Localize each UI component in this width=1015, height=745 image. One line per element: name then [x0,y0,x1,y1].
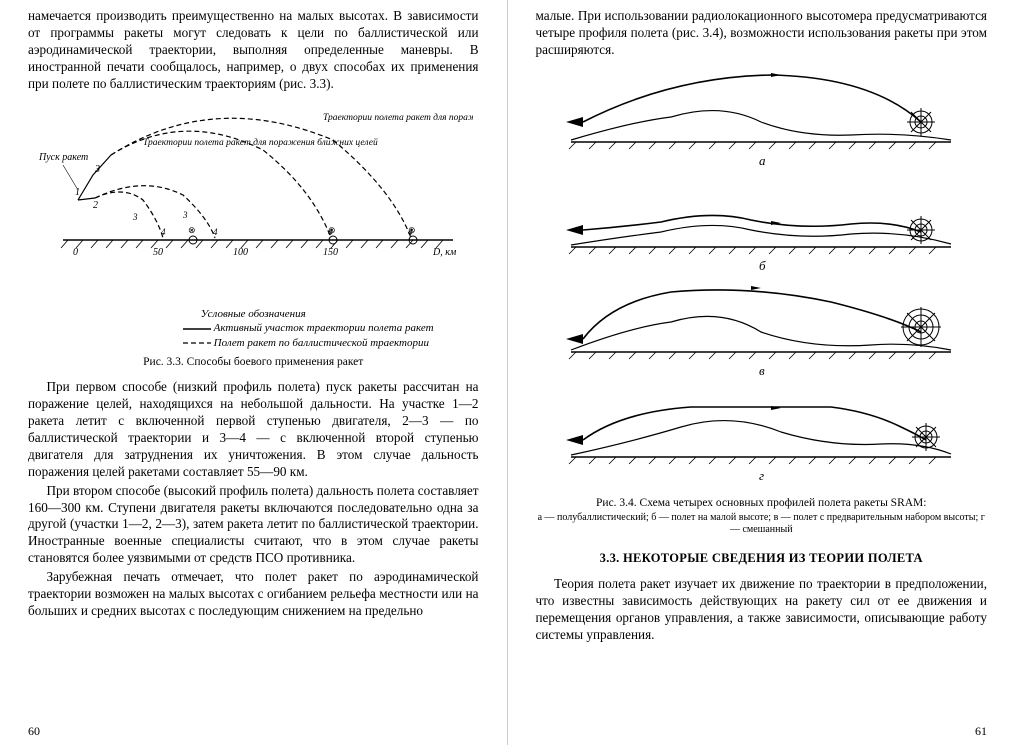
left-para4: Зарубежная печать отмечает, что полет ра… [28,569,479,620]
svg-text:150: 150 [323,247,338,258]
figure-3-3: 0 50 ⊗ 100 ⊗ 150 ⊗ D, км Пуск ракет 1 2 … [28,100,479,350]
page-right: малые. При использовании радиолокационно… [508,0,1015,745]
svg-text:0: 0 [73,247,78,258]
fig33-svg: 0 50 ⊗ 100 ⊗ 150 ⊗ D, км Пуск ракет 1 2 … [33,100,473,300]
svg-text:4: 4 [328,227,333,237]
section-3-3-head: 3.3. НЕКОТОРЫЕ СВЕДЕНИЯ ИЗ ТЕОРИИ ПОЛЕТА [536,550,988,566]
caption-3-4: Рис. 3.4. Схема четырех основных профиле… [536,496,988,511]
right-para2: Теория полета ракет изучает их движение … [536,576,988,644]
svg-text:3: 3 [182,210,188,220]
svg-text:4: 4 [213,227,218,237]
pagenum-left: 60 [28,724,40,739]
left-para3: При втором способе (высокий профиль поле… [28,483,479,567]
page-left: намечается производить преимущественно н… [0,0,508,745]
svg-text:Пуск ракет: Пуск ракет [38,152,88,163]
caption-3-4-sub: а — полубаллистический; б — полет на мал… [536,512,988,536]
svg-text:4: 4 [408,227,413,237]
right-para1: малые. При использовании радиолокационно… [536,8,988,59]
svg-text:100: 100 [233,247,248,258]
fig34-svg: а б [551,67,971,487]
pagenum-right: 61 [975,724,987,739]
svg-text:D, км: D, км [432,247,457,258]
svg-text:50: 50 [153,247,163,258]
svg-text:⊗: ⊗ [188,225,196,235]
legend-box: Активный участок траектории полета ракет… [183,321,434,350]
left-para1: намечается производить преимущественно н… [28,8,479,92]
svg-text:а: а [759,153,766,168]
figure-3-4: а б [536,67,988,492]
svg-text:2: 2 [93,200,98,211]
svg-text:г: г [759,468,764,483]
left-para2: При первом способе (низкий профиль полет… [28,379,479,480]
svg-text:3: 3 [132,212,138,222]
svg-text:4: 4 [161,227,166,237]
legend-title: Условные обозначения [28,307,479,321]
caption-3-3: Рис. 3.3. Способы боевого применения рак… [28,355,479,370]
svg-text:Траектории полета ракет для по: Траектории полета ракет для поражения да… [323,112,473,123]
svg-text:б: б [759,258,766,273]
svg-text:Траектории полета ракет для по: Траектории полета ракет для поражения бл… [143,137,378,148]
svg-text:1: 1 [75,187,80,198]
book-spread: намечается производить преимущественно н… [0,0,1015,745]
svg-text:в: в [759,363,765,378]
